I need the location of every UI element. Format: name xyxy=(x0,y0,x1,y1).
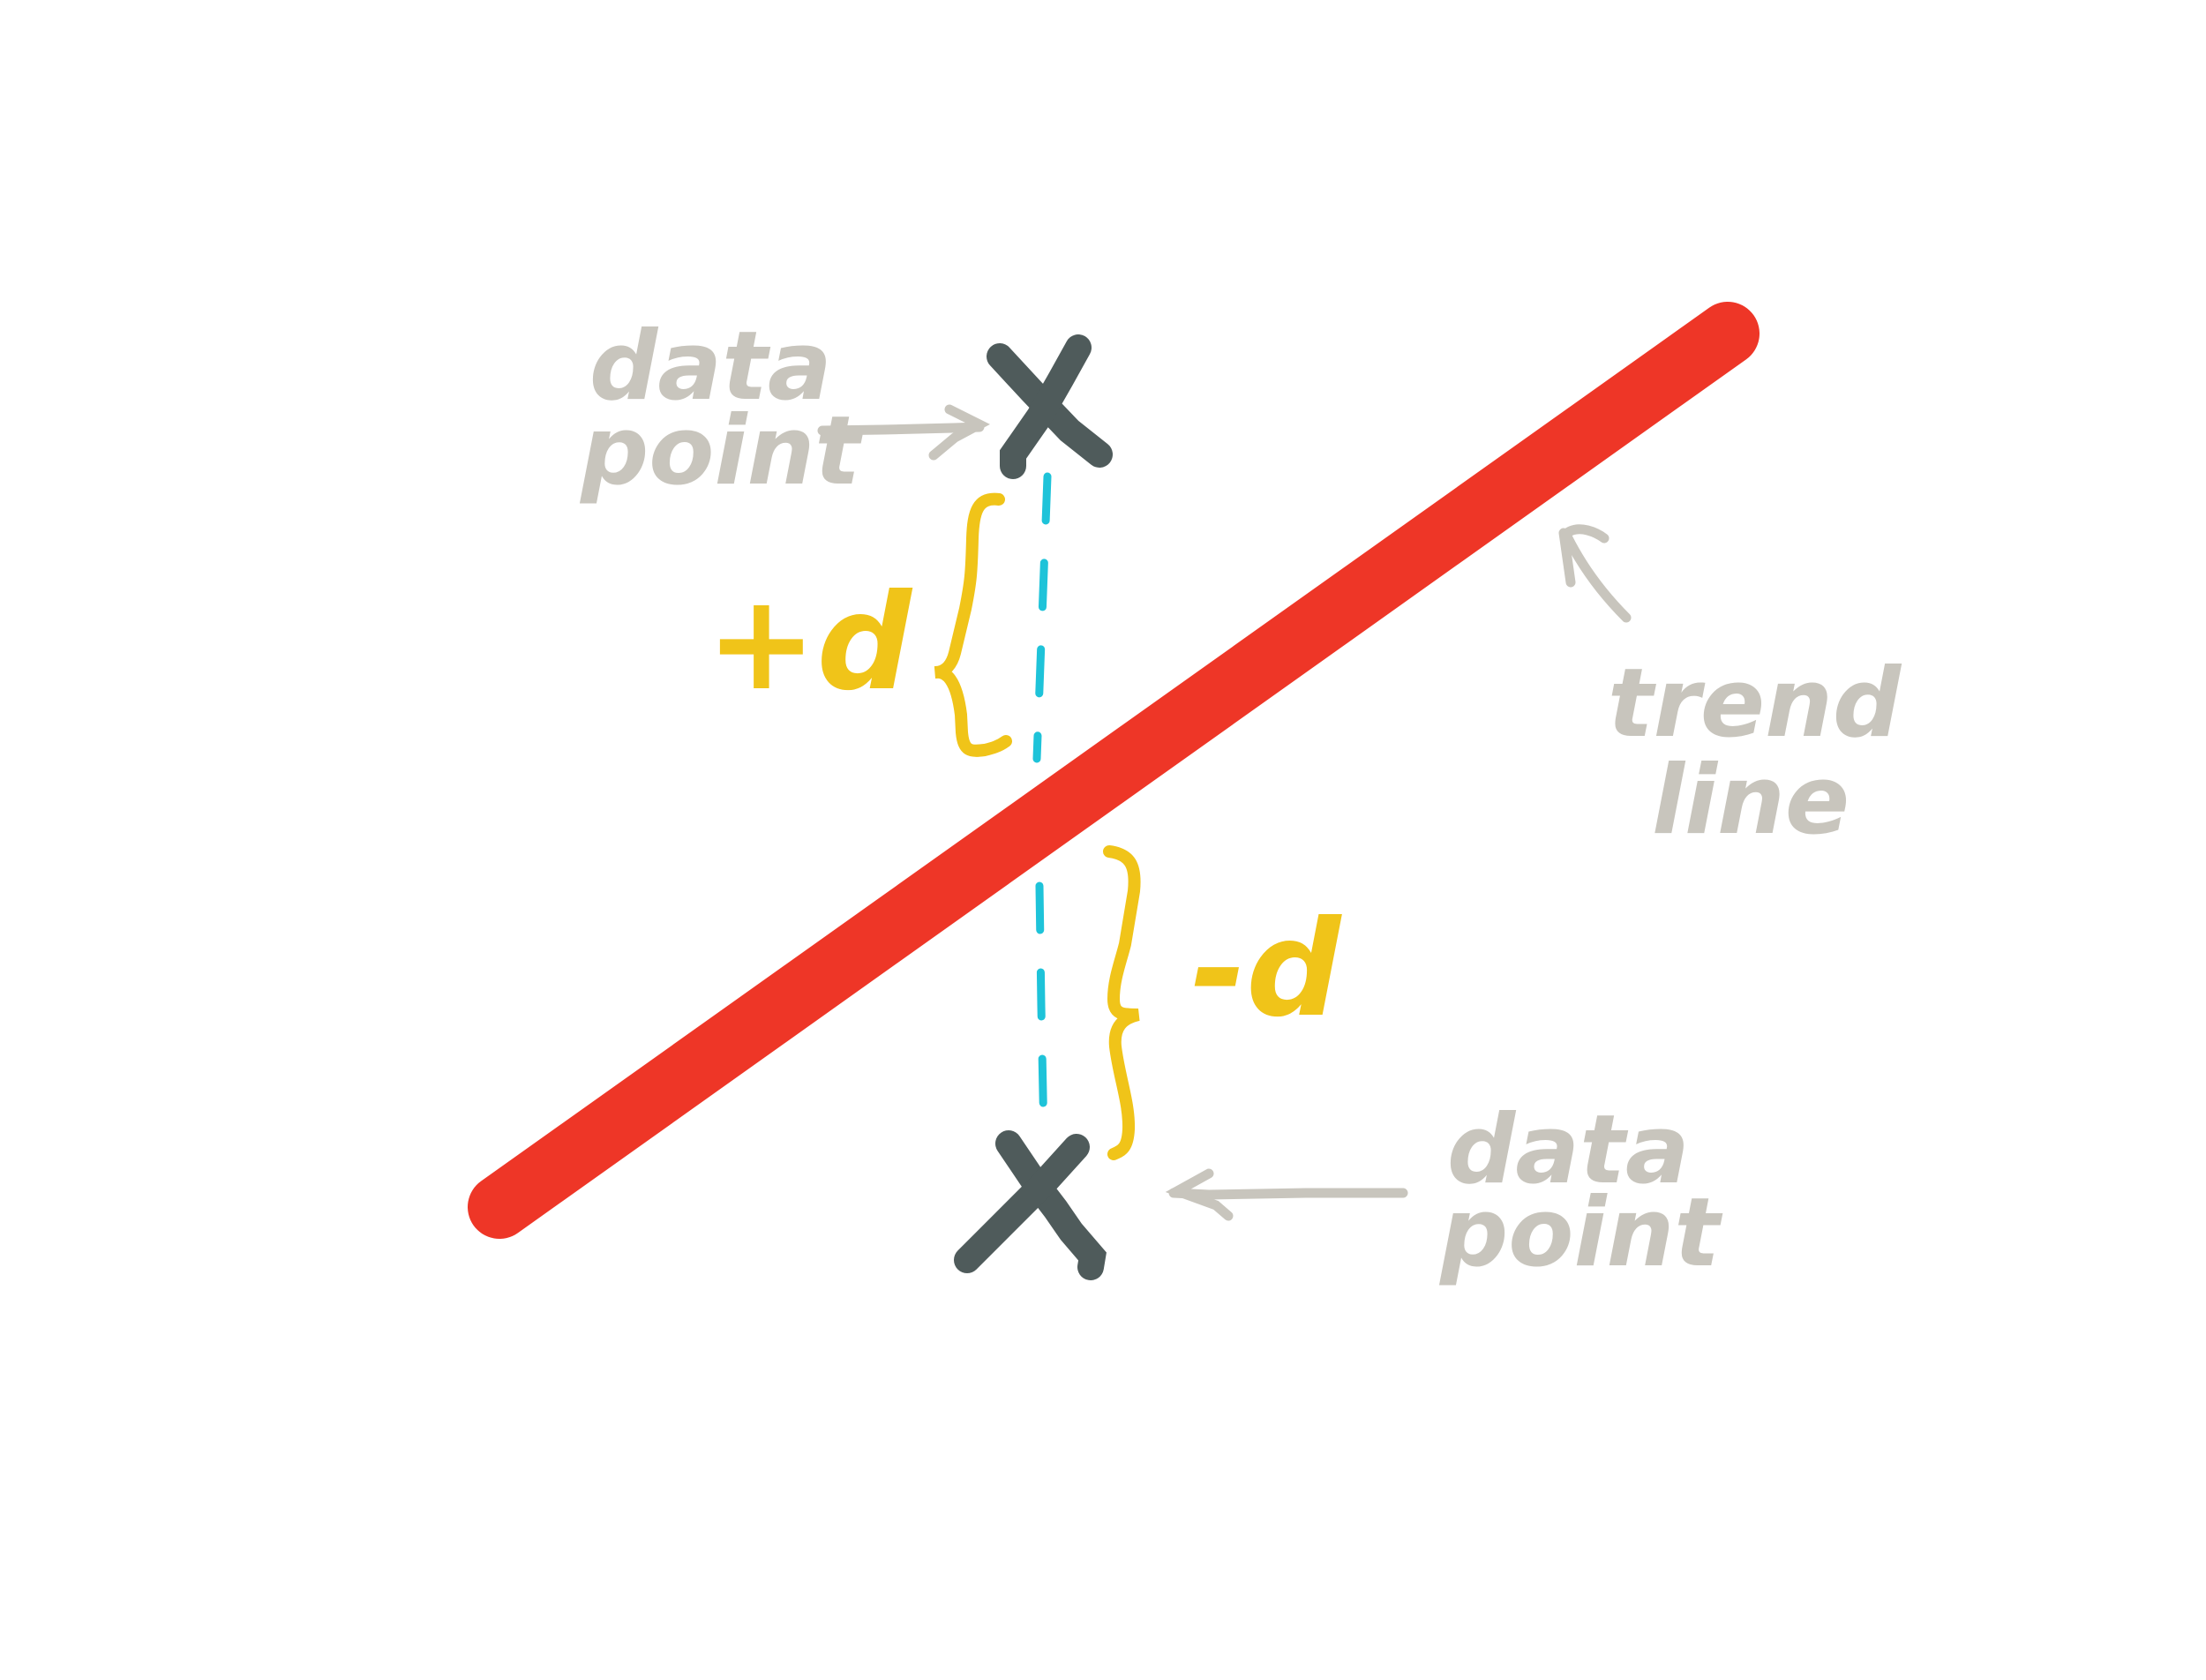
trend-line xyxy=(468,302,1760,1239)
positive-residual-bracket xyxy=(934,492,1012,757)
bottom-point-label-line2: point xyxy=(1438,1178,1722,1288)
trend-line-label-line1: trend xyxy=(1608,649,1902,759)
negative-residual-dash xyxy=(1035,881,1048,1143)
data-point-bottom xyxy=(954,1130,1107,1280)
bottom-point-label-line1: data xyxy=(1447,1095,1690,1205)
arrow-to-trend-line xyxy=(1558,524,1632,623)
residual-dashes xyxy=(1032,472,1052,1143)
negative-residual-label: -d xyxy=(1191,893,1342,1046)
data-point-top xyxy=(987,334,1113,479)
top-point-label-line1: data xyxy=(589,311,832,422)
arrow-to-bottom-point xyxy=(1165,1168,1408,1221)
trend-line-stroke xyxy=(468,302,1760,1239)
negative-residual-bracket xyxy=(1103,845,1141,1160)
trend-line-label-line2: line xyxy=(1652,746,1850,856)
positive-residual-dash xyxy=(1032,472,1052,763)
positive-residual-label: +d xyxy=(706,566,913,720)
arrow-to-top-point xyxy=(817,404,990,461)
top-point-label-line2: point xyxy=(579,396,863,506)
